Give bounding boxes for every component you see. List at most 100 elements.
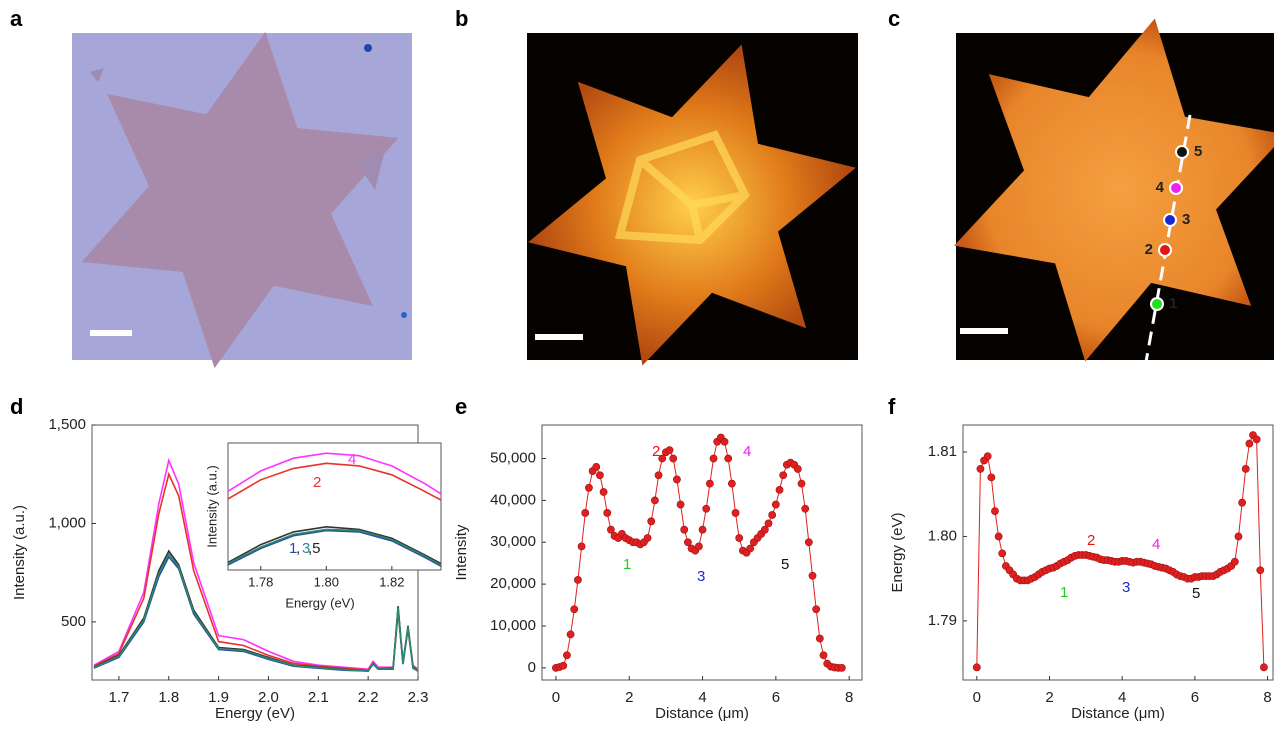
annotation: 3 xyxy=(697,568,705,585)
data-point xyxy=(724,454,733,463)
data-point xyxy=(680,525,689,534)
series-line xyxy=(227,529,442,567)
data-point xyxy=(566,630,575,639)
data-point xyxy=(607,525,615,534)
annotation: ,5 xyxy=(308,540,321,557)
profile-point xyxy=(1169,181,1183,195)
data-point xyxy=(983,452,992,461)
data-point xyxy=(1238,498,1247,507)
y-tick-label: 40,000 xyxy=(490,491,536,508)
profile-point xyxy=(1150,297,1164,311)
y-axis-label: Intensity (a.u.) xyxy=(204,465,219,547)
series-line xyxy=(93,552,419,672)
series-line xyxy=(227,528,442,566)
x-tick-label: 2.1 xyxy=(308,689,329,706)
particle xyxy=(364,44,372,52)
series-line xyxy=(227,462,442,501)
data-point xyxy=(676,500,685,509)
panel-label: c xyxy=(888,6,900,31)
data-point xyxy=(746,544,755,553)
data-point xyxy=(585,483,593,492)
bright-edges xyxy=(614,130,750,245)
particle xyxy=(401,312,407,318)
profile-point xyxy=(1175,145,1189,159)
y-axis-label: Energy (eV) xyxy=(889,512,906,592)
data-point xyxy=(1256,566,1265,575)
data-point xyxy=(570,605,579,614)
data-point xyxy=(596,471,604,480)
x-tick-label: 2.2 xyxy=(358,689,379,706)
profile-point xyxy=(1163,213,1177,227)
annotation: 4 xyxy=(348,451,356,468)
data-point xyxy=(819,651,828,660)
panel-label: a xyxy=(10,6,23,31)
annotation: 3 xyxy=(302,540,310,557)
data-point xyxy=(577,542,586,551)
data-point xyxy=(808,571,817,580)
plot-frame xyxy=(227,442,442,571)
data-point xyxy=(998,549,1007,558)
y-tick-label: 0 xyxy=(528,659,536,676)
annotation: 5 xyxy=(781,556,789,573)
y-tick-label: 500 xyxy=(61,613,86,630)
annotation: 1 xyxy=(289,540,297,557)
data-point xyxy=(603,509,612,517)
y-axis-label: Intensity (a.u.) xyxy=(11,505,28,600)
data-point xyxy=(720,437,729,446)
y-tick-label: 1,500 xyxy=(48,416,86,433)
scale-bar xyxy=(960,328,1008,334)
data-point xyxy=(669,454,678,463)
data-point xyxy=(768,511,777,519)
data-point xyxy=(574,576,582,584)
panel-label: e xyxy=(455,394,467,419)
x-axis-label: Energy (eV) xyxy=(285,595,354,610)
y-tick-label: 30,000 xyxy=(490,533,536,550)
data-point xyxy=(709,454,718,463)
x-tick-label: 6 xyxy=(1191,689,1199,706)
panel-label: f xyxy=(888,394,896,419)
data-point xyxy=(705,479,714,488)
plot-frame xyxy=(541,424,863,681)
x-tick-label: 4 xyxy=(1118,689,1126,706)
data-point xyxy=(815,634,824,643)
annotation: 1 xyxy=(623,556,631,573)
data-point xyxy=(599,488,608,496)
data-point xyxy=(771,500,780,509)
data-point xyxy=(797,479,806,488)
annotation: 2 xyxy=(1087,532,1095,549)
point-label: 1 xyxy=(1169,295,1177,312)
profile-points: 1 2 34 5 xyxy=(1145,143,1203,312)
annotation: 4 xyxy=(743,443,751,460)
data-point xyxy=(837,663,846,672)
y-tick-label: 1.80 xyxy=(928,527,957,544)
data-point xyxy=(559,661,568,670)
data-point xyxy=(665,446,674,455)
x-tick-label: 8 xyxy=(845,689,853,706)
data-point xyxy=(563,651,571,660)
scale-bar xyxy=(535,334,583,340)
y-axis-label: Intensity xyxy=(453,524,470,580)
x-tick-label: 1.80 xyxy=(314,574,339,589)
y-tick-label: 1.79 xyxy=(928,612,957,629)
data-point xyxy=(994,532,1003,541)
point-label: 3 xyxy=(1182,211,1190,228)
y-tick-label: 20,000 xyxy=(490,575,536,592)
annotation: 5 xyxy=(1192,585,1200,602)
point-label: 2 xyxy=(1145,241,1153,258)
data-point xyxy=(1245,439,1254,448)
data-point xyxy=(1260,663,1268,672)
data-point xyxy=(581,509,590,517)
x-tick-label: 2 xyxy=(1045,689,1053,706)
data-point xyxy=(735,534,744,542)
x-tick-label: 1.82 xyxy=(379,574,404,589)
plot-frame xyxy=(962,424,1274,681)
annotation: 3 xyxy=(1122,579,1130,596)
data-point xyxy=(775,486,784,494)
series-line xyxy=(227,525,442,565)
star xyxy=(954,18,1274,362)
data-point xyxy=(731,509,740,517)
data-point xyxy=(647,517,656,526)
data-point xyxy=(683,538,692,547)
point-label: 4 xyxy=(1156,179,1165,196)
